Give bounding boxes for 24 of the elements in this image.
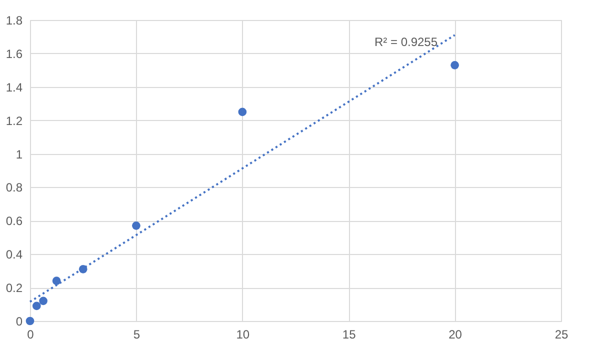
point	[52, 276, 61, 286]
y-tick-label: 0.8	[6, 180, 23, 195]
point	[39, 296, 48, 306]
x-tick-label: 20	[448, 328, 462, 342]
x-tick-label: 15	[342, 328, 356, 342]
annotation: R² = 0.9255	[374, 35, 438, 49]
y-tick-label: 0	[16, 314, 23, 328]
y-tick-label: 0.6	[6, 214, 23, 228]
y-tick-label: 1.6	[6, 46, 23, 61]
point	[450, 60, 459, 70]
point	[26, 316, 34, 326]
x-tick-label: 10	[236, 328, 250, 342]
point	[32, 302, 41, 310]
y-tick-label: 1.4	[6, 80, 23, 94]
x-tick-label: 0	[27, 328, 34, 342]
y-tick-label: 1	[16, 147, 23, 162]
y-tick-label: 1.2	[6, 114, 23, 128]
point	[132, 222, 140, 230]
y-tick-label: 0.4	[6, 248, 23, 262]
x-tick-label: 5	[133, 328, 140, 342]
x-tick-label: 25	[554, 328, 568, 342]
y-tick-label: 0.2	[6, 281, 23, 296]
point	[238, 108, 247, 116]
y-tick-label: 1.8	[6, 14, 23, 28]
